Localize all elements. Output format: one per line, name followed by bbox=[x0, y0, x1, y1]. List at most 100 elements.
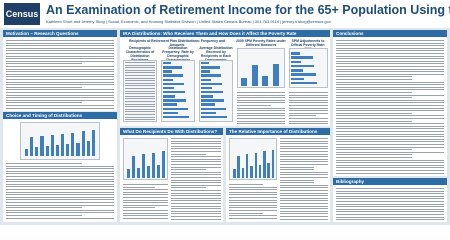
text-line bbox=[123, 184, 168, 185]
text-line bbox=[336, 84, 444, 85]
text-line bbox=[229, 207, 277, 208]
section-header: Choice and Timing of Distributions bbox=[3, 112, 117, 119]
text-line bbox=[336, 56, 444, 57]
text-line bbox=[171, 180, 221, 181]
text-line bbox=[280, 203, 328, 204]
section-header: What Do Recipients Do With Distributions… bbox=[120, 128, 223, 135]
text-line bbox=[171, 146, 221, 147]
text-line bbox=[237, 108, 285, 109]
text-line bbox=[6, 194, 114, 195]
bar-shape bbox=[163, 62, 171, 64]
text-line bbox=[336, 71, 444, 72]
bar-shape bbox=[163, 108, 188, 110]
text-line bbox=[171, 156, 221, 157]
text-line bbox=[336, 40, 444, 41]
text-line bbox=[229, 218, 277, 219]
text-line bbox=[6, 218, 114, 219]
text-line bbox=[336, 76, 412, 77]
bar-shape bbox=[201, 112, 216, 114]
text-line bbox=[171, 213, 221, 214]
text-line bbox=[289, 110, 328, 111]
text-line bbox=[6, 176, 114, 177]
text-line bbox=[336, 219, 444, 220]
text-line bbox=[289, 92, 328, 93]
bar-shape bbox=[291, 65, 314, 68]
text-line bbox=[123, 210, 168, 211]
section-header: The Relative Importance of Distributions bbox=[226, 128, 330, 135]
text-line bbox=[125, 117, 155, 118]
text-line bbox=[280, 180, 314, 181]
text-line bbox=[171, 219, 221, 220]
text-line bbox=[125, 114, 155, 115]
text-line bbox=[6, 45, 114, 46]
bar-shape bbox=[35, 147, 38, 156]
text-line bbox=[125, 78, 155, 79]
text-line bbox=[125, 83, 155, 84]
text-line bbox=[336, 209, 444, 210]
bar-shape bbox=[201, 79, 211, 81]
text-line bbox=[123, 205, 168, 206]
text-line bbox=[280, 151, 328, 152]
text-line bbox=[229, 184, 263, 185]
poster: Census An Examination of Retirement Inco… bbox=[0, 0, 450, 225]
text-line bbox=[336, 206, 444, 207]
text-line bbox=[125, 91, 155, 92]
bar-shape bbox=[46, 146, 49, 156]
text-line bbox=[171, 208, 221, 209]
text-line bbox=[123, 207, 155, 208]
bar-shape bbox=[291, 73, 316, 76]
text-line bbox=[336, 191, 444, 192]
text-line bbox=[6, 186, 114, 187]
text-line bbox=[280, 190, 328, 191]
text-line bbox=[6, 56, 114, 57]
text-line bbox=[280, 164, 328, 165]
text-line bbox=[6, 97, 114, 98]
authors: Kathleen Short and Jeremy Skog | Social,… bbox=[46, 19, 331, 24]
section-header: IRA Distributions: Who Receives Them and… bbox=[120, 30, 330, 37]
text-line bbox=[171, 211, 221, 212]
subheading: 2009 SPM Poverty Rates under Different M… bbox=[236, 39, 286, 47]
bar-shape bbox=[163, 74, 183, 76]
text-line bbox=[336, 118, 444, 119]
text-line bbox=[171, 195, 221, 196]
text-line bbox=[171, 159, 221, 160]
bar-shape bbox=[152, 153, 155, 178]
logo: Census bbox=[4, 3, 40, 25]
text-line bbox=[280, 174, 328, 175]
text-line bbox=[6, 173, 114, 174]
bar-shape bbox=[291, 61, 301, 64]
text-line bbox=[171, 203, 221, 204]
text-line bbox=[6, 197, 114, 198]
text-line bbox=[237, 123, 285, 124]
text-line bbox=[6, 202, 114, 203]
text-line bbox=[336, 89, 444, 90]
bar-shape bbox=[255, 153, 258, 178]
text-line bbox=[171, 138, 221, 139]
text-line bbox=[336, 198, 444, 199]
text-line bbox=[171, 216, 221, 217]
bar-shape bbox=[162, 151, 165, 178]
text-line bbox=[123, 189, 168, 190]
text-line bbox=[336, 79, 412, 80]
text-line bbox=[171, 172, 221, 173]
bar-shape bbox=[201, 83, 222, 85]
text-line bbox=[6, 79, 114, 80]
bar-shape bbox=[157, 165, 160, 178]
text-line bbox=[336, 139, 444, 140]
text-line bbox=[6, 71, 114, 72]
text-line bbox=[6, 184, 114, 185]
text-line bbox=[280, 138, 328, 139]
text-line bbox=[280, 182, 314, 183]
text-line bbox=[125, 85, 155, 86]
text-line bbox=[171, 141, 221, 142]
text-line bbox=[336, 152, 444, 153]
bar-shape bbox=[163, 116, 189, 118]
bar-shape bbox=[242, 168, 245, 178]
bar-shape bbox=[291, 69, 303, 72]
text-line bbox=[336, 105, 444, 106]
bar-shape bbox=[82, 131, 85, 156]
text-line bbox=[6, 50, 114, 51]
bar-shape bbox=[40, 136, 43, 156]
text-line bbox=[6, 210, 114, 211]
text-line bbox=[280, 211, 328, 212]
